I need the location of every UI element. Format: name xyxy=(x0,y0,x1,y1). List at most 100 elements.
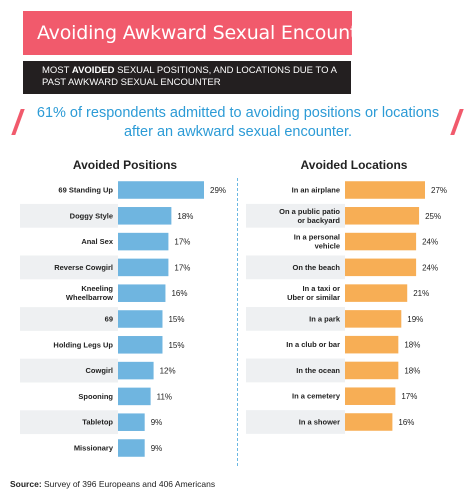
row-stripe xyxy=(20,358,118,383)
bar xyxy=(118,310,163,328)
category-label: On the beach xyxy=(292,263,340,272)
category-label: Tabletop xyxy=(82,418,113,427)
bar xyxy=(345,387,396,405)
row-stripe xyxy=(246,178,345,202)
bar xyxy=(118,232,169,251)
value-label: 18% xyxy=(404,341,420,350)
row-stripe xyxy=(246,203,345,228)
subtitle-post: SEXUAL POSITIONS, AND LOCATIONS DUE TO A… xyxy=(42,65,337,88)
category-label: In the ocean xyxy=(296,366,340,375)
locations-chart: In an airplane 27% On a public patio or bac… xyxy=(246,178,447,434)
bar xyxy=(118,361,154,380)
bar xyxy=(345,335,399,354)
bar xyxy=(118,181,204,199)
column-divider xyxy=(237,178,238,466)
bar xyxy=(118,413,145,431)
bar xyxy=(118,387,151,406)
bar xyxy=(345,284,408,302)
category-label: 69 Standing Up xyxy=(58,186,113,195)
category-label: Reverse Cowgirl xyxy=(54,263,113,272)
row-stripe xyxy=(20,384,118,409)
bar xyxy=(118,284,166,302)
value-label: 15% xyxy=(168,341,184,350)
bar xyxy=(345,258,417,277)
row-stripe xyxy=(246,281,345,305)
value-label: 12% xyxy=(160,367,176,376)
category-label: In a taxi or Uber or similar xyxy=(287,284,340,302)
category-label: Spooning xyxy=(78,392,113,401)
value-label: 16% xyxy=(171,289,187,298)
page-title: Avoiding Awkward Sexual Encounters xyxy=(37,22,386,44)
value-label: 25% xyxy=(425,212,441,221)
bar xyxy=(345,207,420,225)
value-label: 18% xyxy=(404,366,420,375)
subtitle-bold: AVOIDED xyxy=(71,65,115,76)
row-stripe xyxy=(246,410,345,434)
value-label: 24% xyxy=(422,238,438,247)
value-label: 17% xyxy=(174,263,190,272)
row-stripe xyxy=(20,436,118,460)
bar xyxy=(345,361,399,380)
row-stripe xyxy=(20,410,118,435)
value-label: 11% xyxy=(157,392,172,401)
row-stripe xyxy=(246,358,345,383)
row-stripe xyxy=(246,255,345,280)
subtitle-bar: MOST AVOIDED SEXUAL POSITIONS, AND LOCAT… xyxy=(23,61,351,94)
row-stripe xyxy=(246,307,345,331)
value-label: 27% xyxy=(431,186,447,195)
value-label: 17% xyxy=(174,238,190,247)
value-label: 15% xyxy=(168,315,184,324)
category-label: In a club or bar xyxy=(286,340,340,349)
category-label: Anal Sex xyxy=(81,237,114,246)
value-label: 21% xyxy=(413,289,429,298)
bar xyxy=(345,232,417,251)
value-label: 16% xyxy=(398,418,414,427)
category-label: In a cemetery xyxy=(292,392,341,401)
bar xyxy=(345,310,402,328)
value-label: 29% xyxy=(210,186,226,195)
bar xyxy=(118,258,169,277)
row-stripe xyxy=(20,255,118,280)
row-stripe xyxy=(246,384,345,409)
category-label: Doggy Style xyxy=(70,211,113,220)
value-label: 24% xyxy=(422,263,438,272)
headline-stat: 61% of respondents admitted to avoiding … xyxy=(36,105,440,140)
row-stripe xyxy=(20,307,118,331)
source-label: Source: xyxy=(10,479,42,489)
value-label: 9% xyxy=(151,418,163,427)
title-banner: Avoiding Awkward Sexual Encounters xyxy=(23,11,386,55)
locations-chart-title: Avoided Locations xyxy=(300,158,408,172)
row-stripe xyxy=(246,332,345,357)
row-stripe xyxy=(20,281,118,306)
category-label: In an airplane xyxy=(292,186,340,195)
source-note: Source: Survey of 396 Europeans and 406 … xyxy=(10,479,215,489)
category-label: In a personal vehicle xyxy=(294,233,340,251)
category-label: In a shower xyxy=(299,418,340,427)
row-stripe xyxy=(20,203,118,228)
source-text: Survey of 396 Europeans and 406 American… xyxy=(41,479,216,489)
category-label: Cowgirl xyxy=(86,366,114,375)
bar xyxy=(345,413,393,431)
category-label: 69 xyxy=(105,315,113,324)
row-stripe xyxy=(20,178,118,202)
bar xyxy=(118,207,172,225)
value-label: 19% xyxy=(407,315,423,324)
value-label: 18% xyxy=(177,212,193,221)
bar xyxy=(118,439,145,457)
category-label: On a public patio or backyard xyxy=(279,207,340,225)
category-label: In a park xyxy=(309,314,341,323)
subtitle-pre: MOST xyxy=(42,65,72,76)
value-label: 9% xyxy=(151,444,163,453)
category-label: Holding Legs Up xyxy=(53,340,113,349)
value-label: 17% xyxy=(401,392,417,401)
category-label: Missionary xyxy=(74,444,114,453)
positions-chart: 69 Standing Up 29% Doggy Style 18% Anal Sex 1… xyxy=(20,178,226,460)
row-stripe xyxy=(246,229,345,254)
bar xyxy=(118,336,163,354)
row-stripe xyxy=(20,332,118,357)
bar xyxy=(345,181,425,199)
row-stripe xyxy=(20,229,118,254)
positions-chart-title: Avoided Positions xyxy=(72,158,178,172)
category-label: Kneeling Wheelbarrow xyxy=(66,284,114,302)
